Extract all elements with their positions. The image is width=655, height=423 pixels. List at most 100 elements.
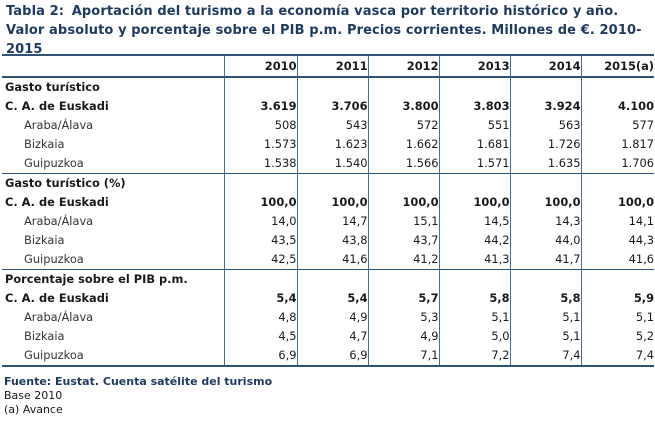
- value-cell: 7,4: [509, 346, 581, 367]
- value-cell: 42,5: [223, 250, 297, 270]
- table-row: Bizkaia 1.573 1.623 1.662 1.681 1.726 1.817: [2, 135, 654, 154]
- data-table: 2010 2011 2012 2013 2014 2015(a) Gasto t…: [2, 54, 654, 367]
- value-cell: 14,1: [580, 212, 654, 231]
- empty-cell: [296, 77, 368, 97]
- section-heading-row: Gasto turístico: [2, 77, 654, 97]
- year-header: 2013: [438, 54, 510, 78]
- value-cell: 5,0: [438, 327, 510, 346]
- value-cell: 100,0: [367, 193, 439, 212]
- row-label: C. A. de Euskadi: [5, 195, 109, 209]
- value-cell: 41,7: [509, 250, 581, 270]
- value-cell: 4,9: [296, 308, 368, 327]
- value-cell: 577: [580, 116, 654, 135]
- value-cell: 1.623: [296, 135, 368, 154]
- value-cell: 3.924: [509, 97, 581, 116]
- value-cell: 563: [509, 116, 581, 135]
- value-cell: 543: [296, 116, 368, 135]
- value-cell: 100,0: [296, 193, 368, 212]
- year-header: 2014: [509, 54, 581, 78]
- table-caption: Aportación del turismo a la economía vas…: [6, 4, 642, 57]
- table-row: Araba/Álava 4,8 4,9 5,3 5,1 5,1 5,1: [2, 308, 654, 327]
- value-cell: 43,8: [296, 231, 368, 250]
- year-header: 2010: [223, 54, 297, 78]
- value-cell: 15,1: [367, 212, 439, 231]
- table-row: C. A. de Euskadi 100,0 100,0 100,0 100,0 100,…: [2, 193, 654, 212]
- value-cell: 3.803: [438, 97, 510, 116]
- table-number: Tabla 2:: [6, 4, 65, 19]
- empty-cell: [509, 77, 581, 97]
- value-cell: 7,1: [367, 346, 439, 367]
- value-cell: 4,5: [223, 327, 297, 346]
- base-note: Base 2010: [4, 389, 63, 402]
- value-cell: 5,2: [580, 327, 654, 346]
- empty-cell: [296, 269, 368, 289]
- value-cell: 1.635: [509, 154, 581, 174]
- value-cell: 1.573: [223, 135, 297, 154]
- table-row: Bizkaia 43,5 43,8 43,7 44,2 44,0 44,3: [2, 231, 654, 250]
- empty-cell: [580, 173, 654, 193]
- section-heading: Gasto turístico: [5, 80, 100, 94]
- value-cell: 1.681: [438, 135, 510, 154]
- value-cell: 14,7: [296, 212, 368, 231]
- value-cell: 4,7: [296, 327, 368, 346]
- row-label: Araba/Álava: [24, 310, 94, 324]
- row-label: Guipuzkoa: [2, 346, 224, 367]
- value-cell: 1.706: [580, 154, 654, 174]
- row-label: Araba/Álava: [24, 214, 94, 228]
- value-cell: 44,0: [509, 231, 581, 250]
- empty-cell: [580, 269, 654, 289]
- value-cell: 7,4: [580, 346, 654, 367]
- value-cell: 4,8: [223, 308, 297, 327]
- row-label: Guipuzkoa: [24, 252, 84, 266]
- provisional-note: (a) Avance: [4, 403, 63, 416]
- value-cell: 551: [438, 116, 510, 135]
- value-cell: 5,7: [367, 289, 439, 308]
- value-cell: 14,0: [223, 212, 297, 231]
- value-cell: 5,9: [580, 289, 654, 308]
- value-cell: 1.571: [438, 154, 510, 174]
- row-label: Guipuzkoa: [24, 156, 84, 170]
- empty-cell: [438, 173, 510, 193]
- value-cell: 43,7: [367, 231, 439, 250]
- value-cell: 5,1: [580, 308, 654, 327]
- table-footer: Fuente: Eustat. Cuenta satélite del turi…: [4, 375, 272, 417]
- empty-cell: [223, 269, 297, 289]
- year-header: 2011: [296, 54, 368, 78]
- source-note: Fuente: Eustat. Cuenta satélite del turi…: [4, 375, 273, 388]
- table-row: Araba/Álava 14,0 14,7 15,1 14,5 14,3 14,1: [2, 212, 654, 231]
- table-row: Guipuzkoa 42,5 41,6 41,2 41,3 41,7 41,6: [2, 250, 654, 270]
- empty-cell: [296, 173, 368, 193]
- section-heading: Porcentaje sobre el PIB p.m.: [2, 269, 224, 289]
- empty-cell: [367, 269, 439, 289]
- empty-cell: [438, 269, 510, 289]
- value-cell: 100,0: [438, 193, 510, 212]
- empty-cell: [438, 77, 510, 97]
- value-cell: 4,9: [367, 327, 439, 346]
- row-label: Bizkaia: [24, 233, 65, 247]
- value-cell: 1.566: [367, 154, 439, 174]
- row-label: C. A. de Euskadi: [5, 291, 109, 305]
- value-cell: 5,1: [509, 327, 581, 346]
- value-cell: 4.100: [580, 97, 654, 116]
- value-cell: 44,3: [580, 231, 654, 250]
- value-cell: 1.662: [367, 135, 439, 154]
- value-cell: 5,8: [438, 289, 510, 308]
- value-cell: 3.706: [296, 97, 368, 116]
- value-cell: 1.817: [580, 135, 654, 154]
- table-row: Guipuzkoa 1.538 1.540 1.566 1.571 1.635 1.706: [2, 154, 654, 174]
- value-cell: 44,2: [438, 231, 510, 250]
- value-cell: 6,9: [223, 346, 297, 367]
- value-cell: 508: [223, 116, 297, 135]
- section-heading-row: Porcentaje sobre el PIB p.m.: [2, 269, 654, 289]
- value-cell: 41,6: [580, 250, 654, 270]
- row-label: C. A. de Euskadi: [5, 99, 109, 113]
- value-cell: 100,0: [223, 193, 297, 212]
- value-cell: 7,2: [438, 346, 510, 367]
- value-cell: 41,3: [438, 250, 510, 270]
- empty-cell: [367, 173, 439, 193]
- value-cell: 14,5: [438, 212, 510, 231]
- value-cell: 5,4: [223, 289, 297, 308]
- table-body: Gasto turístico C. A. de Euskadi 3.619 3.70…: [2, 77, 654, 367]
- table-row: C. A. de Euskadi 3.619 3.706 3.800 3.803 3.92…: [2, 97, 654, 116]
- value-cell: 5,3: [367, 308, 439, 327]
